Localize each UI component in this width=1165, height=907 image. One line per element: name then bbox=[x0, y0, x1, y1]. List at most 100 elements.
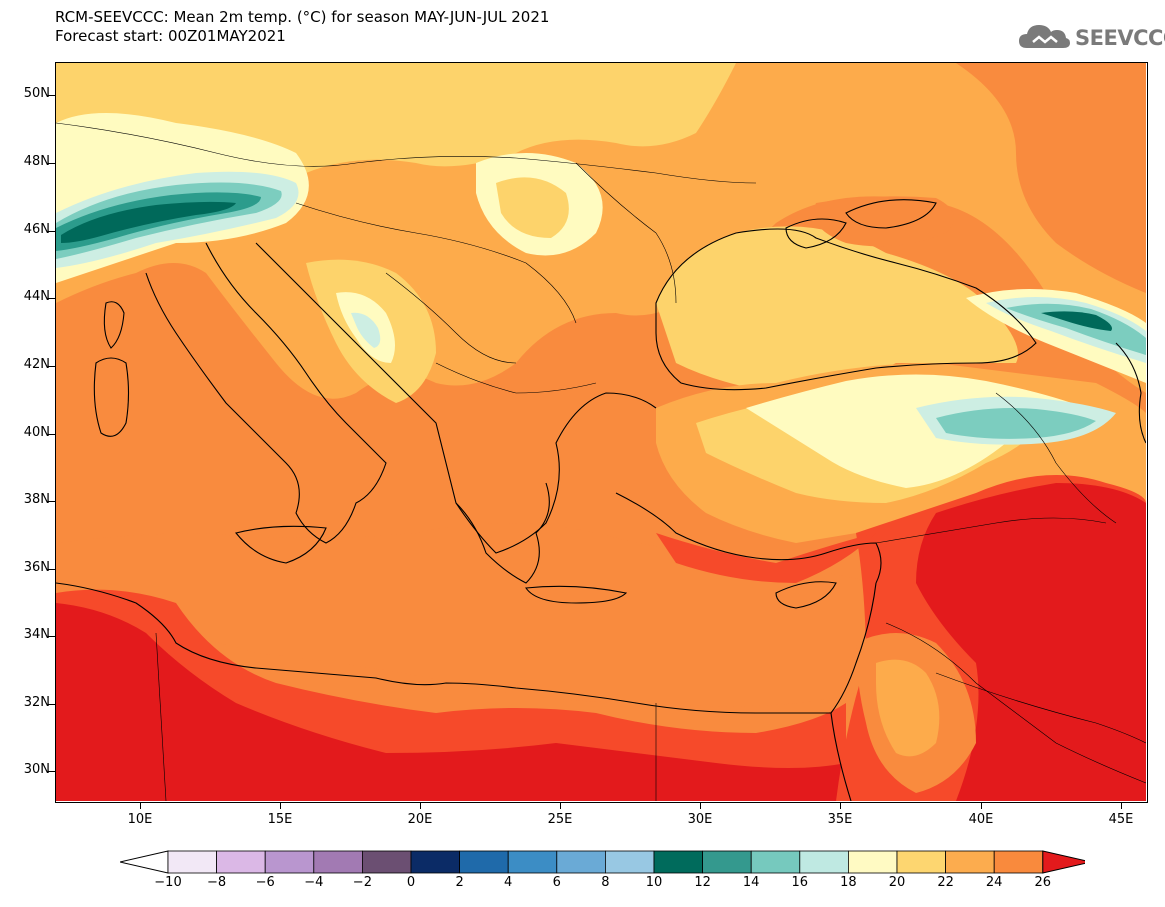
border-balkans-3 bbox=[435, 362, 597, 394]
colorbar-swatch bbox=[361, 850, 412, 874]
colorbar-label: −2 bbox=[352, 875, 372, 890]
colorbar-label: 6 bbox=[552, 875, 561, 890]
border-eastern-europe bbox=[575, 162, 677, 304]
colorbar-swatch bbox=[896, 850, 946, 874]
coast-black-sea bbox=[655, 228, 1037, 391]
colorbar-label: 16 bbox=[791, 875, 809, 890]
lat-tick bbox=[48, 163, 55, 164]
lat-tick bbox=[48, 636, 55, 637]
field-carpathian-18 bbox=[496, 177, 569, 238]
coast-sicily bbox=[235, 525, 327, 564]
lon-label-10e: 10E bbox=[127, 812, 153, 827]
field-balkan-14 bbox=[351, 312, 381, 348]
lat-label-40n: 40N bbox=[23, 425, 50, 440]
colorbar-label: 10 bbox=[645, 875, 663, 890]
lon-label-40e: 40E bbox=[968, 812, 994, 827]
coast-sardinia bbox=[93, 357, 130, 437]
coast-north-africa bbox=[56, 582, 831, 714]
field-ukraine-22 bbox=[814, 196, 954, 247]
lat-label-50n: 50N bbox=[23, 86, 50, 101]
colorbar-label: 12 bbox=[694, 875, 711, 890]
colorbar-label: −6 bbox=[255, 875, 275, 890]
lat-tick bbox=[48, 501, 55, 502]
lon-tick bbox=[981, 803, 982, 809]
temperature-map bbox=[55, 62, 1148, 803]
lat-tick bbox=[48, 704, 55, 705]
border-turkey-east bbox=[995, 392, 1117, 524]
colorbar-label: 14 bbox=[742, 875, 760, 890]
colorbar-swatch bbox=[507, 850, 558, 874]
lat-label-38n: 38N bbox=[23, 492, 50, 507]
lon-tick bbox=[560, 803, 561, 809]
coast-azov bbox=[845, 199, 937, 229]
coast-balkans bbox=[255, 242, 657, 554]
lat-label-48n: 48N bbox=[23, 154, 50, 169]
lat-tick bbox=[48, 569, 55, 570]
field-anatolia-12 bbox=[936, 408, 1096, 439]
colorbar-swatch bbox=[945, 850, 995, 874]
colorbar-swatch bbox=[750, 850, 801, 874]
logo-text: SEEVCCC bbox=[1075, 26, 1165, 50]
colorbar-over-triangle bbox=[1042, 850, 1085, 874]
colorbar-label: 26 bbox=[1034, 875, 1052, 890]
map-title: RCM-SEEVCCC: Mean 2m temp. (°C) for seas… bbox=[55, 8, 549, 46]
lat-label-44n: 44N bbox=[23, 289, 50, 304]
colorbar-swatch bbox=[848, 850, 898, 874]
colorbar-swatch bbox=[216, 850, 266, 874]
colorbar-label: 4 bbox=[504, 875, 513, 890]
colorbar bbox=[120, 850, 1085, 874]
colorbar-swatch bbox=[313, 850, 363, 874]
colorbar-swatch bbox=[410, 850, 460, 874]
colorbar-label: 22 bbox=[937, 875, 954, 890]
lat-tick bbox=[48, 298, 55, 299]
colorbar-under-triangle bbox=[120, 850, 169, 874]
coast-levant bbox=[830, 582, 877, 714]
colorbar-swatch bbox=[604, 850, 655, 874]
lat-label-46n: 46N bbox=[23, 222, 50, 237]
colorbar-label: 18 bbox=[840, 875, 857, 890]
lat-label-32n: 32N bbox=[23, 695, 50, 710]
border-syria-iraq bbox=[875, 517, 1107, 544]
field-east-russia-22 bbox=[956, 63, 1146, 293]
seevccc-logo: SEEVCCC bbox=[1017, 20, 1165, 56]
field-turkey-coast-24 bbox=[656, 533, 876, 583]
colorbar-swatch bbox=[993, 850, 1044, 874]
colorbar-swatch bbox=[459, 850, 509, 874]
lon-label-45e: 45E bbox=[1108, 812, 1134, 827]
colorbar-swatch bbox=[702, 850, 752, 874]
colorbar-swatch bbox=[556, 850, 606, 874]
border-iraq-saudi bbox=[935, 672, 1146, 744]
field-alps-8 bbox=[61, 201, 236, 243]
field-med-22 bbox=[56, 523, 876, 707]
lat-tick bbox=[48, 231, 55, 232]
lat-label-42n: 42N bbox=[23, 357, 50, 372]
colorbar-label: −4 bbox=[304, 875, 324, 890]
lon-tick bbox=[840, 803, 841, 809]
lon-tick bbox=[700, 803, 701, 809]
colorbar-label: 24 bbox=[985, 875, 1003, 890]
colorbar-swatch bbox=[653, 850, 703, 874]
colorbar-label: −10 bbox=[154, 875, 182, 890]
lon-tick bbox=[1121, 803, 1122, 809]
lat-label-30n: 30N bbox=[23, 762, 50, 777]
colorbar-label: 20 bbox=[888, 875, 906, 890]
coast-corsica bbox=[103, 301, 125, 349]
lon-tick bbox=[420, 803, 421, 809]
field-mideast-26 bbox=[916, 483, 1146, 801]
lon-label-15e: 15E bbox=[267, 812, 293, 827]
border-balkans-1 bbox=[295, 202, 577, 324]
coast-red-sea bbox=[830, 712, 852, 801]
border-jordan bbox=[885, 622, 1146, 784]
lon-label-20e: 20E bbox=[407, 812, 433, 827]
colorbar-swatch bbox=[264, 850, 315, 874]
colorbar-label: 8 bbox=[601, 875, 610, 890]
colorbar-label: −8 bbox=[207, 875, 227, 890]
lat-tick bbox=[48, 434, 55, 435]
colorbar-swatch bbox=[799, 850, 849, 874]
lat-tick bbox=[48, 771, 55, 772]
field-caucasus-8 bbox=[1041, 311, 1112, 331]
coast-crete bbox=[525, 585, 628, 604]
lon-tick bbox=[280, 803, 281, 809]
lon-label-25e: 25E bbox=[547, 812, 573, 827]
lon-label-30e: 30E bbox=[687, 812, 713, 827]
